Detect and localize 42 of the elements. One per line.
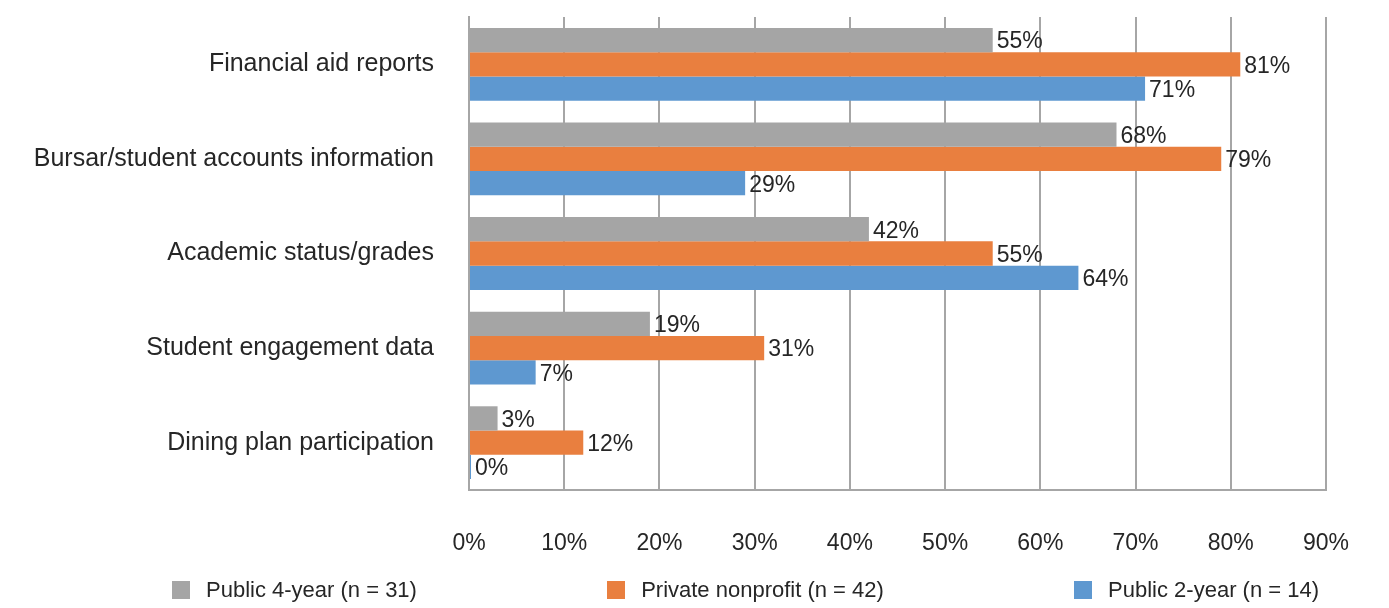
x-tick-label: 30% [731, 529, 778, 556]
data-label: 0% [475, 454, 509, 481]
bar [470, 360, 536, 385]
data-label: 64% [1082, 265, 1129, 292]
data-label: 55% [996, 27, 1043, 54]
data-label: 79% [1225, 146, 1272, 173]
bar [470, 241, 993, 266]
y-tick-label: Financial aid reports [208, 48, 434, 77]
x-tick-label: 70% [1112, 529, 1159, 556]
data-label: 71% [1149, 75, 1196, 102]
x-tick-label: 90% [1302, 529, 1350, 556]
data-label: 29% [749, 170, 796, 197]
data-label: 7% [539, 359, 573, 386]
y-tick-label: Academic status/grades [167, 237, 434, 266]
x-tick-label: 50% [922, 529, 969, 556]
x-tick-label: 80% [1207, 529, 1254, 556]
bar [470, 76, 1146, 101]
data-label: 12% [587, 430, 634, 457]
bar [470, 335, 765, 361]
data-label: 68% [1120, 121, 1167, 148]
x-tick-label: 40% [826, 529, 873, 556]
x-tick-label: 0% [452, 529, 486, 556]
legend-label: Public 2-year (n = 14) [1108, 577, 1319, 603]
data-label: 19% [653, 311, 700, 338]
legend-label: Public 4-year (n = 31) [206, 577, 417, 603]
data-label: 31% [768, 335, 815, 362]
y-tick-label: Dining plan participation [167, 426, 434, 455]
y-tick-label: Bursar/student accounts information [33, 142, 434, 171]
x-tick-label: 20% [636, 529, 683, 556]
data-label: 55% [996, 240, 1043, 267]
legend-label: Private nonprofit (n = 42) [641, 577, 884, 603]
bar [470, 146, 1222, 172]
bar [470, 52, 1241, 77]
data-label: 3% [501, 405, 535, 432]
data-label: 81% [1244, 51, 1291, 78]
bar [470, 265, 1079, 290]
data-label: 42% [872, 216, 919, 243]
bar [470, 171, 746, 196]
x-tick-label: 60% [1017, 529, 1064, 556]
y-tick-label: Student engagement data [146, 331, 435, 360]
x-tick-label: 10% [541, 529, 588, 556]
bar [470, 430, 584, 455]
